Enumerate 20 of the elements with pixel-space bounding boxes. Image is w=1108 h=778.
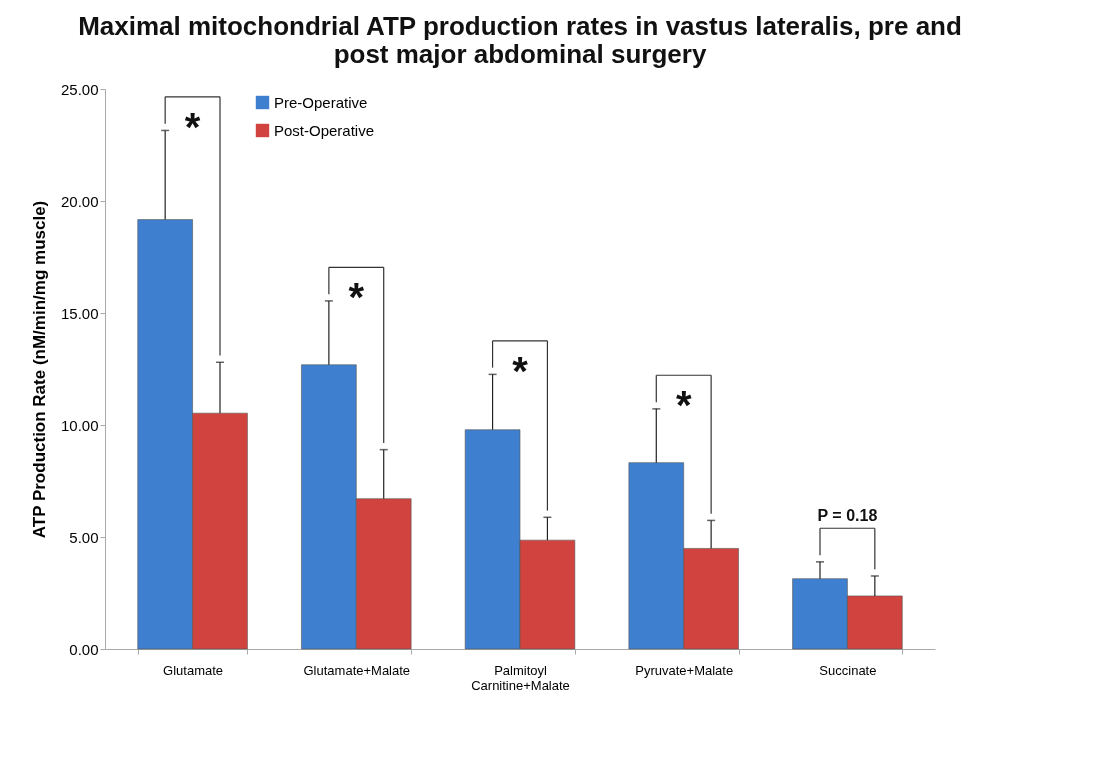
annotation: P = 0.18 — [817, 507, 878, 525]
y-tick-label: 20.00 — [60, 192, 99, 210]
y-tick-label: 25.00 — [60, 80, 99, 98]
y-tick-label: 0.00 — [69, 640, 99, 658]
y-tick-label: 10.00 — [60, 416, 99, 434]
y-tick-label: 15.00 — [60, 304, 99, 322]
chart-title: Maximal mitochondrial ATP production rates in vastus lateralis, pre and post major abdominal surgery — [78, 11, 962, 69]
x-tick-label: Succinate — [819, 662, 877, 678]
legend-label: Pre-Operative — [274, 93, 368, 111]
annotation: * — [184, 104, 201, 149]
x-tick-label: Glutamate+Malate — [303, 662, 411, 678]
annotation: * — [512, 348, 529, 393]
y-tick-label: 5.00 — [69, 528, 99, 546]
x-tick-label: Pyruvate+Malate — [635, 662, 734, 678]
y-axis-title: ATP Production Rate (nM/min/mg muscle) — [29, 200, 49, 539]
annotation: * — [675, 383, 692, 428]
x-tick-label: Glutamate — [163, 662, 224, 678]
x-tick-label: Palmitoyl Carnitine+Malate — [471, 662, 570, 693]
legend-label: Post-Operative — [274, 121, 375, 139]
annotation: * — [348, 275, 365, 320]
